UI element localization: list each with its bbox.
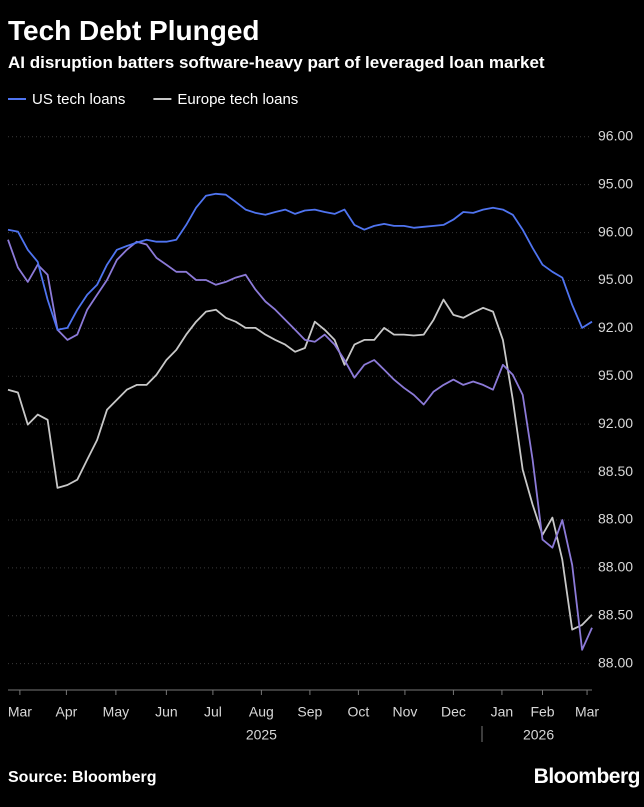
y-tick-label: 88.00 <box>598 654 633 670</box>
legend-label: Europe tech loans <box>177 91 298 108</box>
year-label: 2026 <box>523 727 554 743</box>
y-tick-label: 92.00 <box>598 319 633 335</box>
y-tick-label: 95.00 <box>598 271 633 287</box>
source: Source: Bloomberg <box>8 769 156 786</box>
x-tick-label: Jan <box>491 704 514 720</box>
y-tick-label: 95.00 <box>598 367 633 383</box>
x-tick-label: Mar <box>575 704 599 720</box>
y-tick-label: 95.00 <box>598 175 633 191</box>
x-tick-label: Oct <box>348 704 370 720</box>
y-tick-label: 88.00 <box>598 511 633 527</box>
x-tick-label: Feb <box>530 704 554 720</box>
x-tick-label: Jul <box>204 704 222 720</box>
y-tick-label: 92.00 <box>598 415 633 431</box>
y-tick-label: 96.00 <box>598 223 633 239</box>
y-tick-label: 88.50 <box>598 463 633 479</box>
x-tick-label: Apr <box>56 704 78 720</box>
x-tick-label: Dec <box>441 704 466 720</box>
legend-label: US tech loans <box>32 91 125 108</box>
x-tick-label: Aug <box>249 704 274 720</box>
x-tick-label: Mar <box>8 704 32 720</box>
y-tick-label: 96.00 <box>598 127 633 143</box>
y-tick-label: 88.00 <box>598 559 633 575</box>
y-tick-label: 88.50 <box>598 606 633 622</box>
x-tick-label: May <box>103 704 129 720</box>
series-line <box>7 298 593 631</box>
x-tick-label: Jun <box>155 704 178 720</box>
series-line <box>7 192 593 331</box>
brand-logo: Bloomberg <box>534 765 640 788</box>
chart-title: Tech Debt Plunged <box>8 15 260 46</box>
series-line <box>7 239 593 651</box>
year-label: 2025 <box>246 727 277 743</box>
x-tick-label: Sep <box>297 704 322 720</box>
x-tick-label: Nov <box>392 704 417 720</box>
chart-subtitle: AI disruption batters software-heavy par… <box>8 53 545 72</box>
